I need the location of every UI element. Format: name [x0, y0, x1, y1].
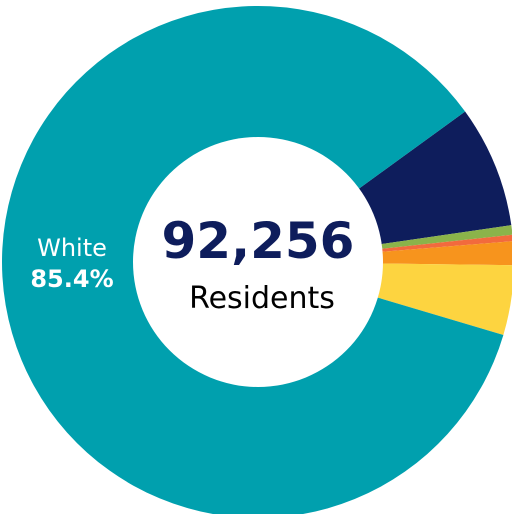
- donut-slice-2: [258, 234, 512, 262]
- center-value: 92,256: [162, 212, 355, 270]
- center-label: Residents: [189, 281, 335, 316]
- donut-hole: [133, 137, 383, 387]
- slice-label-white: White: [37, 234, 107, 262]
- slice-value-white: 85.4%: [30, 265, 113, 293]
